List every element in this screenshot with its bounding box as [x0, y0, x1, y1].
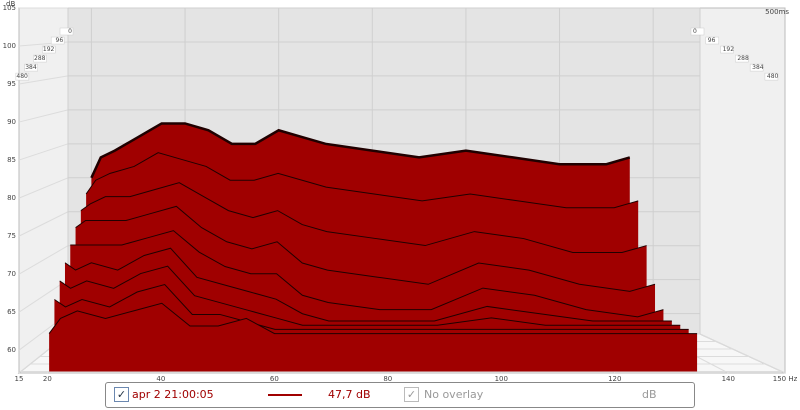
- slice-line: [85, 152, 639, 209]
- y-tick-label: 80: [7, 194, 16, 202]
- x-tick-label: 150 Hz: [773, 375, 798, 382]
- y-tick-label: 85: [7, 156, 16, 164]
- grid-line: [18, 177, 69, 199]
- slice-line: [48, 302, 698, 335]
- legend-swatch: [268, 394, 302, 396]
- legend-bar: ✓ apr 2 21:00:05 47,7 dB ✓ No overlay dB: [105, 382, 695, 408]
- slice-line: [80, 182, 647, 254]
- waterfall-chart: dB 60 65 70 75 80 85 90 95 100 105 15 20 40 60 80 100 12…: [3, 0, 798, 383]
- time-tick-label: 384: [25, 64, 37, 71]
- grid-line: [18, 75, 69, 85]
- y-tick-label: 90: [7, 118, 16, 126]
- y-tick-label: 75: [7, 232, 16, 240]
- slice-line: [75, 205, 656, 292]
- y-tick-label: 100: [3, 42, 16, 50]
- legend-name: apr 2 21:00:05: [132, 388, 214, 401]
- y-tick-label: 95: [7, 80, 16, 88]
- grid-line: [18, 143, 69, 161]
- time-end-label: 500ms: [765, 8, 789, 16]
- time-label-box: [720, 45, 734, 54]
- x-tick-label: 80: [383, 375, 392, 382]
- grid-line: [18, 109, 69, 123]
- time-tick-label: 0: [68, 28, 72, 35]
- time-tick-label: 192: [43, 46, 55, 53]
- y-tick-label: 65: [7, 308, 16, 316]
- time-tick-label: 288: [34, 55, 46, 62]
- time-label-box: [705, 36, 720, 45]
- time-label-box: [690, 27, 705, 36]
- checkbox[interactable]: ✓: [114, 387, 129, 402]
- legend-level: 47,7 dB: [328, 388, 371, 401]
- time-tick-label: 96: [708, 37, 716, 44]
- time-tick-label: 192: [723, 46, 735, 53]
- time-label-box: [749, 63, 764, 72]
- time-tick-label: 0: [693, 28, 697, 35]
- slice-line: [59, 265, 681, 326]
- time-label-box: [24, 63, 38, 72]
- y-tick-label: 70: [7, 270, 16, 278]
- time-label-box: [50, 36, 65, 45]
- time-label-box: [15, 72, 30, 81]
- time-tick-label: 96: [56, 37, 64, 44]
- time-label-box: [735, 54, 749, 63]
- grid-line: [18, 211, 69, 237]
- slice-line: [70, 230, 664, 318]
- x-tick-label: 60: [270, 375, 279, 382]
- time-label-box: [764, 72, 779, 81]
- slice-fill: [49, 303, 698, 372]
- time-tick-label: 480: [16, 73, 28, 80]
- grid-line: [699, 333, 786, 374]
- x-tick-label: 20: [43, 375, 52, 382]
- right-wall: [699, 7, 786, 374]
- time-tick-label: 480: [767, 73, 779, 80]
- overlay-checkbox[interactable]: ✓: [404, 387, 419, 402]
- time-label-box: [42, 45, 56, 54]
- x-tick-label: 120: [608, 375, 621, 382]
- x-tick-label: 140: [722, 375, 735, 382]
- slice-line: [54, 283, 689, 330]
- x-tick-label: 40: [156, 375, 165, 382]
- time-label-box: [33, 54, 47, 63]
- y-tick-label: 105: [3, 4, 16, 12]
- grid-line: [18, 245, 69, 275]
- x-tick-label: 15: [15, 375, 24, 382]
- overlay-unit: dB: [642, 388, 657, 401]
- overlay-label: No overlay: [424, 388, 484, 401]
- slice-line: [64, 247, 672, 322]
- y-unit: dB: [6, 0, 15, 8]
- time-label-box: [59, 27, 74, 36]
- y-tick-label: 60: [7, 346, 16, 354]
- slice-line: [90, 122, 631, 179]
- time-tick-label: 288: [737, 55, 749, 62]
- time-tick-label: 384: [752, 64, 764, 71]
- x-tick-label: 100: [495, 375, 508, 382]
